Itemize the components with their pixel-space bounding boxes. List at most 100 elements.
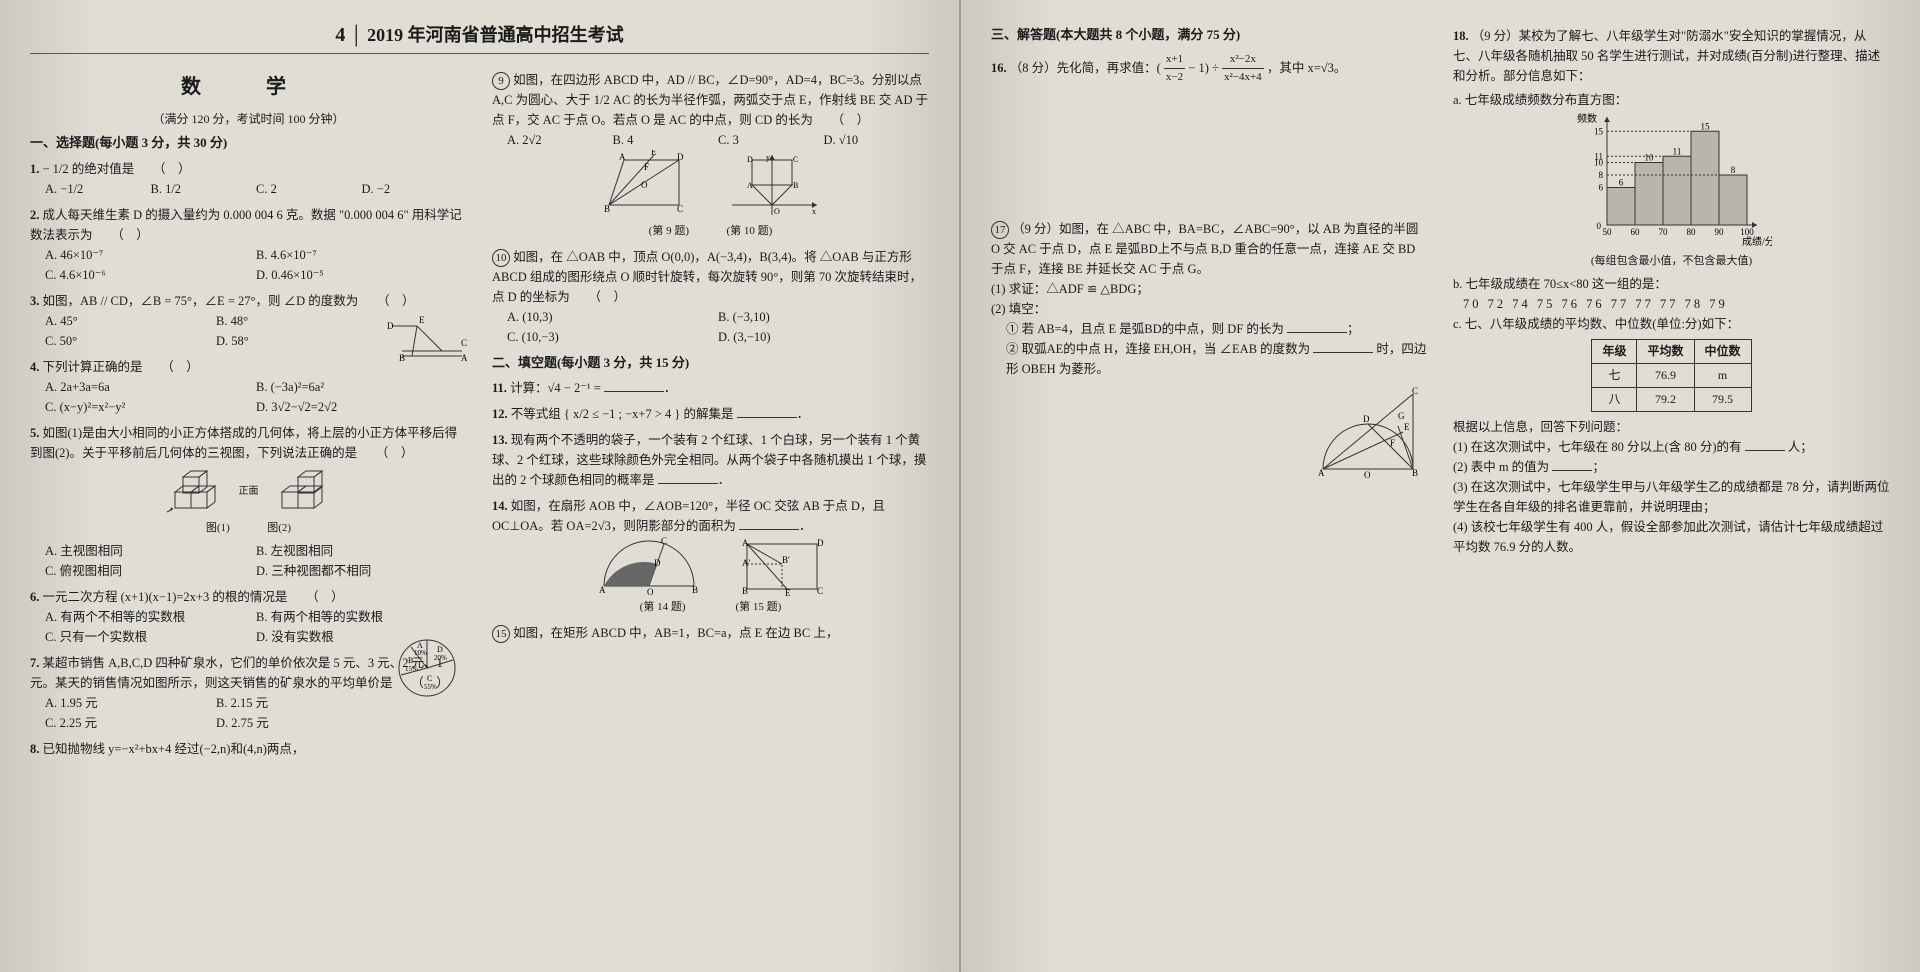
q15-figure: A D B C E B' A': [737, 536, 827, 596]
question-8: 8. 已知抛物线 y=−x²+bx+4 经过(−2,n)和(4,n)两点，: [30, 739, 467, 759]
svg-text:10: 10: [1644, 153, 1654, 163]
svg-text:15: 15: [1700, 121, 1710, 131]
svg-text:B: B: [604, 204, 610, 214]
question-17: 17 （9 分）如图，在 △ABC 中，BA=BC，∠ABC=90°，以 AB …: [991, 219, 1428, 479]
question-11: 11. 计算：√4 − 2⁻¹ = ．: [492, 378, 929, 398]
svg-text:B: B: [692, 585, 698, 595]
svg-text:F: F: [644, 162, 649, 172]
svg-text:100: 100: [1740, 227, 1754, 237]
question-10: 10 如图，在 △OAB 中，顶点 O(0,0)，A(−3,4)，B(3,4)。…: [492, 247, 929, 347]
svg-text:90: 90: [1714, 227, 1724, 237]
section-3-header: 三、解答题(本大题共 8 个小题，满分 75 分): [991, 25, 1428, 45]
question-3: 3. 如图，AB // CD，∠B = 75°，∠E = 27°，则 ∠D 的度…: [30, 291, 467, 351]
question-16: 16. （8 分）先化简，再求值：( x+1x−2 − 1) ÷ x²−2xx²…: [991, 51, 1428, 87]
svg-text:A: A: [742, 538, 749, 548]
svg-text:80: 80: [1686, 227, 1696, 237]
q14-figure: A O B C D: [594, 536, 704, 596]
question-2: 2. 成人每天维生素 D 的摄入量约为 0.000 004 6 克。数据 "0.…: [30, 205, 467, 285]
question-4: 4. 下列计算正确的是 （ ） A. 2a+3a=6aB. (−3a)²=6a²…: [30, 357, 467, 417]
svg-text:O: O: [1364, 470, 1371, 479]
left-column-1: 数 学 （满分 120 分，考试时间 100 分钟） 一、选择题(每小题 3 分…: [30, 64, 467, 765]
svg-text:B': B': [782, 555, 790, 565]
svg-text:A: A: [461, 353, 467, 361]
svg-text:E: E: [651, 150, 657, 157]
svg-text:O: O: [774, 207, 780, 216]
left-column-2: 9 如图，在四边形 ABCD 中，AD // BC，∠D=90°，AD=4，BC…: [492, 64, 929, 765]
question-6: 6. 一元二次方程 (x+1)(x−1)=2x+3 的根的情况是 （ ） A. …: [30, 587, 467, 647]
question-7: 7. 某超市销售 A,B,C,D 四种矿泉水，它们的单价依次是 5 元、3 元、…: [30, 653, 467, 733]
page-right: 三、解答题(本大题共 8 个小题，满分 75 分) 16. （8 分）先化简，再…: [959, 0, 1920, 972]
question-12: 12. 不等式组 { x/2 ≤ −1 ; −x+7 > 4 } 的解集是 ．: [492, 404, 929, 424]
score-info: （满分 120 分，考试时间 100 分钟）: [30, 110, 467, 128]
svg-text:70: 70: [1658, 227, 1668, 237]
svg-text:C: C: [461, 338, 467, 348]
svg-text:D: D: [817, 538, 824, 548]
svg-text:F: F: [1390, 438, 1395, 448]
svg-text:8: 8: [1598, 170, 1603, 180]
question-1: 1. − 1/2 的绝对值是 （ ） A. −1/2B. 1/2C. 2D. −…: [30, 159, 467, 199]
svg-text:8: 8: [1730, 165, 1735, 175]
q17-figure: A O B C D EF G: [1308, 384, 1428, 479]
svg-text:B: B: [793, 181, 798, 190]
svg-text:55%: 55%: [424, 683, 437, 691]
svg-text:A: A: [1318, 468, 1325, 478]
svg-text:y: y: [766, 153, 770, 162]
page-left: 4 │ 2019 年河南省普通高中招生考试 数 学 （满分 120 分，考试时间…: [0, 0, 959, 972]
question-9: 9 如图，在四边形 ABCD 中，AD // BC，∠D=90°，AD=4，BC…: [492, 70, 929, 241]
q18-table: 年级平均数中位数 七76.9m 八79.279.5: [1591, 339, 1751, 413]
section-1-header: 一、选择题(每小题 3 分，共 30 分): [30, 133, 467, 153]
q3-figure: D E C B A: [387, 311, 467, 361]
q9-figure: B C D A EFO: [599, 150, 699, 220]
svg-text:D: D: [677, 152, 684, 162]
svg-text:B: B: [1412, 468, 1418, 478]
svg-text:C: C: [427, 674, 432, 683]
exam-title: 2019 年河南省普通高中招生考试: [367, 25, 624, 45]
svg-text:B: B: [399, 353, 405, 361]
question-13: 13. 现有两个不透明的袋子，一个装有 2 个红球、1 个白球，另一个装有 1 …: [492, 430, 929, 490]
question-5: 5. 如图(1)是由大小相同的小正方体搭成的几何体，将上层的小正方体平移后得到图…: [30, 423, 467, 582]
svg-text:B: B: [742, 586, 748, 596]
svg-text:C: C: [793, 155, 798, 164]
svg-text:频数: 频数: [1577, 112, 1597, 125]
svg-text:A: A: [599, 585, 606, 595]
svg-text:C: C: [817, 586, 823, 596]
section-2-header: 二、填空题(每小题 3 分，共 15 分): [492, 353, 929, 373]
right-column-2: 18. （9 分）某校为了解七、八年级学生对"防溺水"安全知识的掌握情况，从七、…: [1453, 20, 1890, 563]
svg-text:E: E: [1404, 422, 1410, 432]
svg-text:C: C: [661, 536, 667, 546]
svg-text:G: G: [1398, 411, 1405, 421]
svg-text:15: 15: [1594, 126, 1604, 136]
svg-text:C: C: [677, 204, 683, 214]
q5-figure-2: [272, 467, 332, 517]
svg-text:E: E: [419, 315, 425, 325]
svg-text:D: D: [654, 558, 661, 568]
page-number: 4: [335, 24, 345, 46]
svg-text:E: E: [785, 588, 791, 596]
subject: 数 学: [30, 72, 467, 102]
question-14: 14. 如图，在扇形 AOB 中，∠AOB=120°，半径 OC 交弦 AB 于…: [492, 496, 929, 617]
svg-text:A: A: [747, 181, 753, 190]
page-header: 4 │ 2019 年河南省普通高中招生考试: [30, 20, 929, 54]
svg-text:O: O: [647, 587, 654, 596]
q10-figure: A B C D Ox y: [722, 150, 822, 220]
svg-text:60: 60: [1630, 227, 1640, 237]
svg-text:11: 11: [1672, 146, 1681, 156]
question-15: 15 如图，在矩形 ABCD 中，AB=1，BC=a，点 E 在边 BC 上，: [492, 623, 929, 643]
svg-text:x: x: [812, 207, 816, 216]
svg-text:0: 0: [1596, 221, 1601, 231]
svg-text:11: 11: [1594, 151, 1603, 161]
svg-text:A': A': [742, 558, 750, 568]
svg-text:A: A: [619, 152, 626, 162]
q18-histogram: 频数成绩/分066101011111515885060708090100: [1572, 110, 1772, 250]
svg-text:D: D: [1363, 414, 1370, 424]
svg-text:50: 50: [1602, 227, 1612, 237]
q5-figure-1: [165, 467, 225, 517]
svg-text:6: 6: [1618, 178, 1623, 188]
svg-text:D: D: [747, 155, 753, 164]
svg-text:O: O: [641, 180, 648, 190]
question-18: 18. （9 分）某校为了解七、八年级学生对"防溺水"安全知识的掌握情况，从七、…: [1453, 26, 1890, 557]
svg-text:6: 6: [1598, 183, 1603, 193]
svg-text:C: C: [1412, 386, 1418, 396]
right-column-1: 三、解答题(本大题共 8 个小题，满分 75 分) 16. （8 分）先化简，再…: [991, 20, 1428, 563]
svg-text:D: D: [387, 321, 394, 331]
